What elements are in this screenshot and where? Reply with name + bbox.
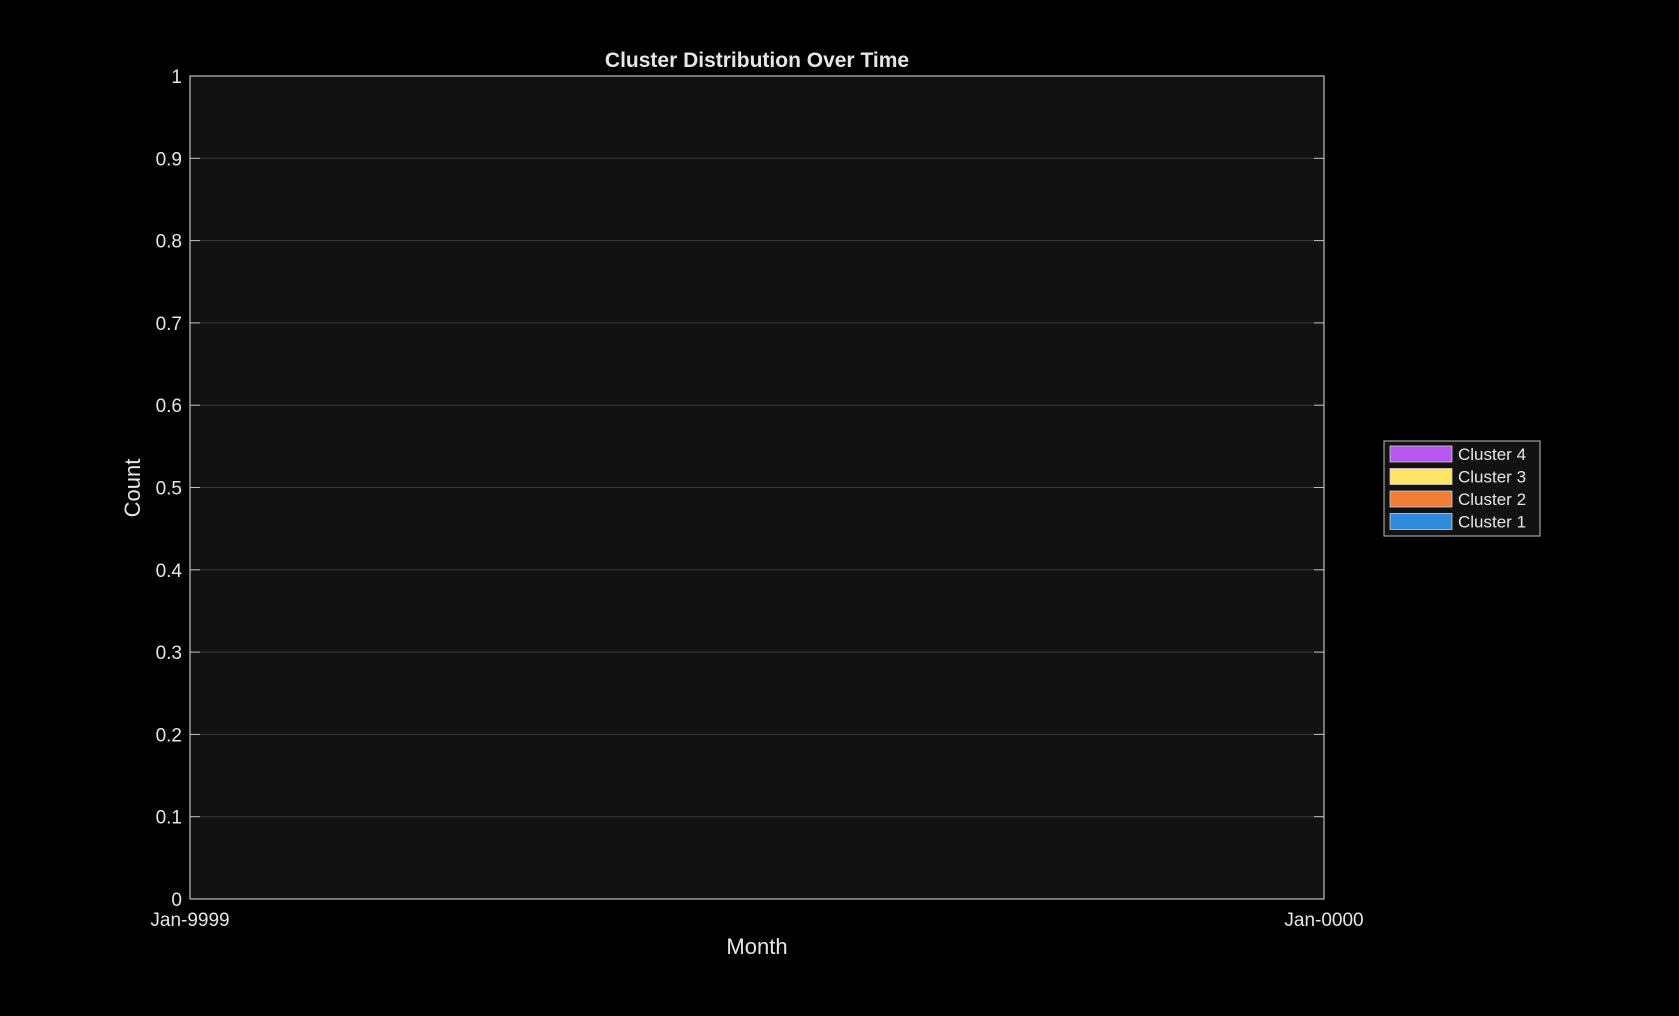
chart-title: Cluster Distribution Over Time — [605, 49, 909, 72]
legend-swatch — [1389, 490, 1453, 508]
legend-label: Cluster 2 — [1458, 490, 1526, 509]
x-axis-label: Month — [726, 934, 787, 959]
legend-swatch — [1389, 468, 1453, 485]
x-axis-ticks: Jan-9999 Jan-0000 — [150, 889, 1364, 931]
y-tick-label: 0.8 — [156, 232, 182, 253]
y-tick-label: 0.5 — [156, 479, 182, 500]
y-axis-label: Count — [120, 459, 145, 518]
legend-swatch — [1389, 513, 1453, 530]
grid-lines — [190, 157, 1324, 818]
y-tick-label: 1 — [171, 67, 182, 88]
x-tick-label: Jan-0000 — [1284, 910, 1363, 931]
legend-label: Cluster 3 — [1458, 468, 1526, 487]
y-tick-label: 0 — [171, 890, 182, 911]
y-tick-label: 0.3 — [156, 643, 182, 664]
y-tick-label: 0.7 — [156, 314, 182, 335]
y-tick-label: 0.9 — [156, 149, 182, 170]
legend: Cluster 4 Cluster 3 Cluster 2 Cluster 1 — [1383, 440, 1541, 537]
x-tick-label: Jan-9999 — [150, 910, 229, 931]
y-tick-label: 0.6 — [156, 396, 182, 417]
legend-label: Cluster 4 — [1458, 445, 1526, 464]
y-tick-label: 0.2 — [156, 725, 182, 746]
y-tick-label: 0.4 — [156, 561, 183, 582]
legend-swatch — [1389, 445, 1453, 463]
legend-label: Cluster 1 — [1458, 513, 1526, 532]
y-axis-ticks: 0 0.1 0.2 0.3 0.4 0.5 0.6 0.7 0.8 0.9 1 — [156, 67, 1324, 911]
y-tick-label: 0.1 — [156, 808, 182, 829]
legend-items: Cluster 4 Cluster 3 Cluster 2 Cluster 1 — [1389, 445, 1526, 532]
